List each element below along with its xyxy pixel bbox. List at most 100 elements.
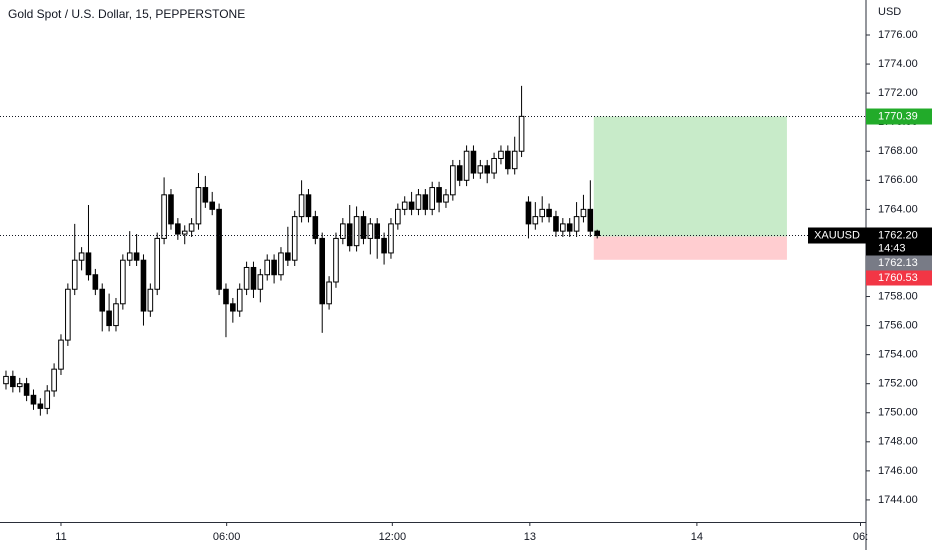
- candle-body: [181, 230, 188, 235]
- candle-body: [436, 187, 442, 203]
- candle-body: [429, 187, 436, 210]
- plot-area: [0, 85, 866, 416]
- candle-body: [367, 223, 374, 239]
- y-tick-label: 1744.00: [878, 494, 918, 506]
- candle-body: [78, 252, 85, 261]
- x-tick-label: 13: [524, 531, 536, 543]
- candle-body: [505, 150, 511, 170]
- candle-body: [560, 223, 566, 232]
- x-tick-label: 12:00: [379, 531, 407, 543]
- candle-body: [106, 310, 112, 327]
- y-tick-label: 1754.00: [878, 349, 918, 361]
- candle-body: [271, 259, 277, 276]
- candle-body: [333, 237, 339, 283]
- candle-body: [264, 259, 271, 276]
- candle-body: [92, 274, 99, 290]
- candle-body: [346, 223, 353, 247]
- candle-body: [298, 194, 305, 218]
- candle-body: [463, 150, 470, 181]
- candle-body: [58, 339, 64, 370]
- y-tick-label: 1768.00: [878, 145, 918, 157]
- candle-body: [243, 266, 250, 290]
- candle-body: [154, 237, 161, 290]
- currency-label: USD: [878, 6, 901, 18]
- x-tick-label: 11: [55, 531, 66, 543]
- candle-body: [326, 281, 332, 305]
- candle-body: [477, 165, 484, 174]
- candle-body: [285, 252, 291, 261]
- candle-body: [51, 368, 57, 392]
- candle-body: [573, 216, 580, 232]
- candle-body: [374, 223, 381, 239]
- candle-body: [161, 194, 167, 239]
- candle-body: [456, 165, 463, 181]
- candle-body: [340, 223, 346, 239]
- candle-body: [65, 288, 71, 341]
- candle-body: [498, 150, 504, 160]
- x-tick-label: 06:00: [213, 531, 241, 543]
- candle-body: [319, 237, 326, 305]
- candle-body: [120, 259, 126, 305]
- candle-body: [518, 115, 525, 152]
- x-tick-label: 06:: [853, 531, 868, 543]
- candle-body: [587, 208, 594, 232]
- y-tick-label: 1774.00: [878, 58, 918, 70]
- candle-body: [209, 201, 216, 210]
- candle-body: [470, 150, 477, 174]
- symbol-label-bg: [808, 227, 866, 244]
- candle-body: [250, 266, 257, 290]
- candle-body: [381, 237, 387, 254]
- candle-body: [147, 288, 154, 312]
- candle-body: [580, 208, 587, 218]
- y-tick-label: 1746.00: [878, 465, 918, 477]
- candle-body: [395, 208, 401, 225]
- candle-body: [443, 194, 449, 203]
- candle-body: [312, 216, 319, 239]
- loss-zone: [593, 236, 787, 260]
- candle-body: [539, 208, 546, 218]
- candle-body: [99, 288, 106, 312]
- candle-body: [30, 394, 37, 405]
- candle-body: [168, 194, 174, 225]
- last-price-label-bg: [866, 227, 932, 256]
- last-price-label: 1762.20: [878, 229, 918, 241]
- candle-body: [195, 187, 202, 225]
- profit-zone: [593, 116, 787, 237]
- candle-body: [3, 375, 9, 385]
- candle-body: [278, 252, 284, 276]
- candle-body: [85, 252, 92, 276]
- entry-label-bg: [866, 255, 932, 271]
- candle-body: [257, 274, 264, 290]
- candle-body: [360, 216, 367, 239]
- candle-body: [202, 187, 209, 203]
- candle-body: [223, 288, 229, 305]
- candle-body: [525, 201, 532, 225]
- candle-body: [415, 194, 422, 210]
- candle-body: [216, 208, 222, 290]
- candle-body: [230, 303, 236, 312]
- candle-body: [594, 230, 601, 237]
- candle-body: [353, 216, 360, 247]
- candle-body: [532, 216, 539, 225]
- candle-body: [422, 194, 429, 210]
- candle-body: [450, 165, 456, 196]
- candle-body: [388, 223, 394, 254]
- symbol-label: XAUUSD: [814, 229, 860, 241]
- candle-body: [401, 201, 408, 210]
- stop-label: 1760.53: [878, 272, 918, 284]
- candle-body: [188, 223, 195, 232]
- entry-label: 1762.13: [878, 257, 918, 269]
- candle-body: [23, 383, 30, 396]
- candle-body: [140, 259, 147, 312]
- candle-body: [408, 201, 415, 210]
- candle-body: [305, 194, 312, 218]
- y-tick-label: 1750.00: [878, 407, 918, 419]
- candle-body: [511, 150, 518, 170]
- candle-body: [113, 303, 119, 327]
- countdown-label: 14:43: [878, 242, 906, 254]
- candle-body: [553, 216, 559, 232]
- candle-body: [37, 403, 44, 409]
- candle-body: [126, 252, 133, 261]
